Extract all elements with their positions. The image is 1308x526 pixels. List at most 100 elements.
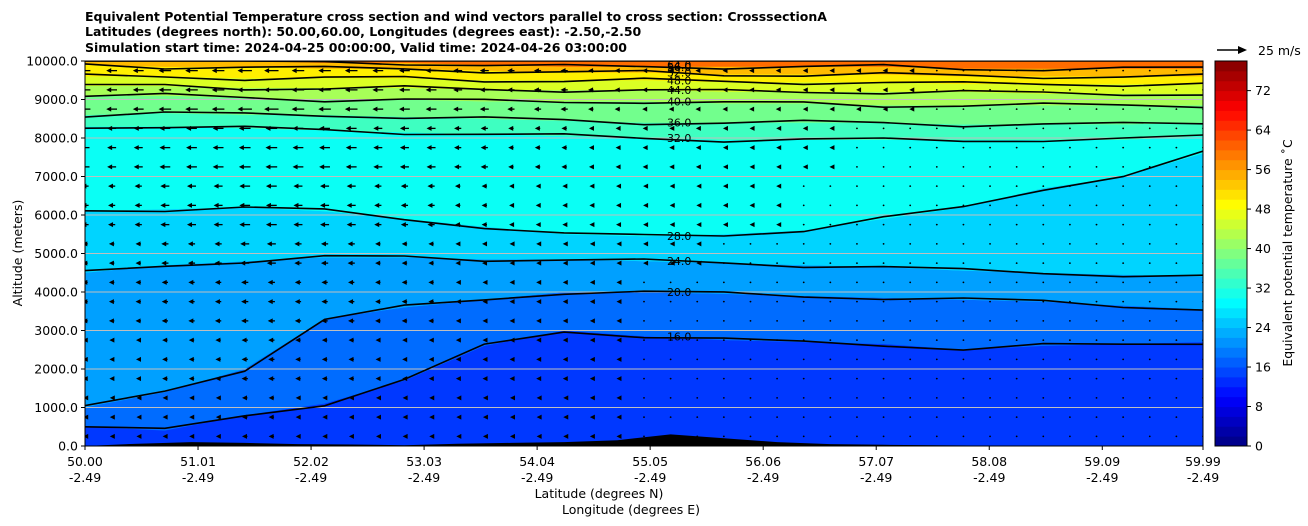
wind-vector-head	[616, 356, 622, 362]
wind-vector	[1042, 396, 1045, 399]
wind-vector-head	[185, 68, 191, 74]
wind-vector	[1148, 185, 1151, 188]
wind-vector	[829, 281, 832, 284]
wind-vector-head	[669, 222, 675, 228]
wind-vector-head	[722, 68, 728, 74]
wind-vector-head	[589, 395, 595, 401]
wind-vector	[1095, 127, 1098, 130]
wind-vector-head	[161, 299, 167, 305]
wind-vector	[1015, 319, 1018, 322]
wind-vector	[1069, 146, 1071, 149]
wind-vector-head	[535, 222, 541, 228]
colorbar-frame	[1214, 60, 1248, 447]
wind-vector	[962, 262, 965, 265]
wind-vector-head	[454, 222, 460, 228]
wind-vector	[882, 281, 885, 284]
wind-vector	[722, 396, 725, 399]
wind-vector	[1042, 146, 1045, 149]
wind-vector-head	[669, 125, 675, 131]
wind-vector-head	[238, 125, 244, 131]
wind-vector	[1069, 339, 1071, 342]
wind-vector-head	[481, 202, 487, 208]
contour-line	[85, 254, 1203, 278]
wind-vector	[1015, 281, 1018, 284]
wind-vector	[856, 435, 858, 438]
wind-vector-head	[188, 337, 194, 343]
wind-vector-head	[215, 376, 221, 382]
wind-vector-head	[108, 222, 114, 228]
wind-vector-head	[533, 68, 539, 74]
wind-vector-head	[239, 183, 245, 189]
wind-vector-head	[455, 337, 461, 343]
wind-vector-head	[133, 164, 139, 170]
colorbar-segment	[1215, 396, 1247, 408]
x-axis-label-latitude: Latitude (degrees N)	[535, 486, 664, 501]
x-tick-label-lat: 59.09	[1084, 454, 1120, 469]
wind-vector-head	[588, 125, 594, 131]
wind-vector	[882, 242, 885, 245]
wind-vector-head	[643, 241, 649, 247]
wind-vector-head	[134, 183, 140, 189]
wind-vector-head	[856, 68, 862, 74]
wind-vector	[882, 300, 885, 303]
wind-vector-head	[348, 318, 354, 324]
wind-vector-head	[482, 241, 488, 247]
wind-vector-head	[241, 299, 247, 305]
wind-vector-head	[426, 145, 432, 151]
wind-vector-head	[589, 299, 595, 305]
contour-label: 28.0	[667, 230, 692, 243]
wind-vector	[962, 281, 965, 284]
wind-vector-head	[560, 87, 566, 93]
wind-vector	[935, 300, 938, 303]
y-tick-label: 2000.0	[34, 362, 78, 377]
wind-vector-head	[562, 222, 568, 228]
colorbar-segment	[1215, 248, 1247, 259]
wind-vector-head	[133, 145, 139, 151]
wind-vector-head	[428, 299, 434, 305]
wind-vector-head	[136, 395, 142, 401]
wind-vector	[802, 223, 805, 226]
wind-vector	[802, 319, 805, 322]
wind-vector	[829, 435, 832, 438]
wind-vector-head	[563, 414, 569, 420]
wind-vector	[962, 358, 965, 361]
wind-vector	[1148, 69, 1151, 72]
wind-vector-head	[189, 414, 195, 420]
wind-vector	[1015, 108, 1018, 111]
wind-vector	[1069, 281, 1071, 284]
wind-vector-head	[292, 145, 298, 151]
wind-vector	[1042, 242, 1045, 245]
wind-vector	[1148, 281, 1151, 284]
wind-vector-head	[669, 164, 675, 170]
wind-vector-head	[294, 299, 300, 305]
wind-vector	[1175, 396, 1178, 399]
wind-vector	[1122, 69, 1125, 72]
wind-vector	[1042, 300, 1045, 303]
wind-vector-head	[882, 68, 888, 74]
quiver-key-arrowhead	[1238, 46, 1247, 54]
wind-vector-head	[215, 356, 221, 362]
wind-vector-head	[320, 202, 326, 208]
wind-vector-head	[669, 241, 675, 247]
wind-vector	[829, 339, 832, 342]
colorbar-segment	[1215, 258, 1247, 269]
wind-vector	[1095, 108, 1098, 111]
wind-vector-head	[668, 87, 674, 93]
wind-vector	[856, 242, 858, 245]
wind-vector-head	[616, 202, 622, 208]
wind-vector	[1042, 377, 1045, 380]
wind-vector-head	[348, 356, 354, 362]
wind-vector-head	[882, 87, 888, 93]
wind-vector-head	[85, 241, 88, 247]
colorbar-segment	[1215, 61, 1247, 72]
wind-vector-head	[561, 125, 567, 131]
wind-vector-head	[107, 125, 113, 131]
wind-vector-head	[509, 337, 515, 343]
x-tick-label-lat: 57.07	[858, 454, 894, 469]
wind-vector	[935, 435, 938, 438]
contour-line	[85, 331, 1203, 430]
wind-vector-head	[375, 318, 381, 324]
y-tick-label: 4000.0	[34, 285, 78, 300]
wind-vector	[962, 69, 965, 72]
wind-vector-head	[509, 241, 515, 247]
